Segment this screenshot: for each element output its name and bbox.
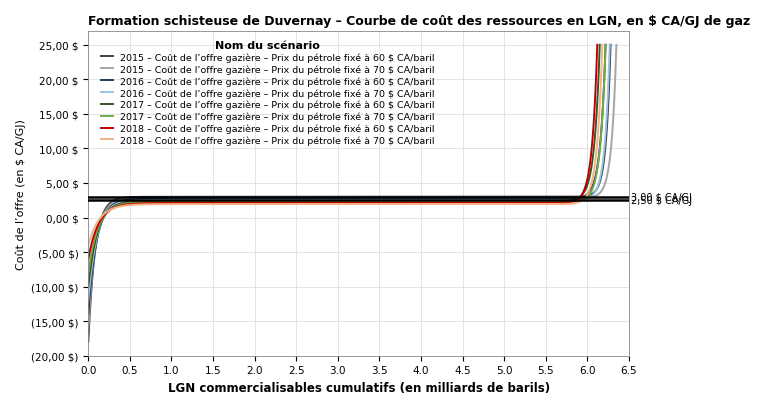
2017 – Coût de l’offre gazière – Prix du pétrole fixé à 70 $ CA/baril <box>110 205 119 210</box>
Line: 2017 – Coût de l’offre gazière – Prix du pétrole fixé à 70 $ CA/baril: 2017 – Coût de l’offre gazière – Prix du… <box>88 46 606 273</box>
2015 – Coût de l’offre gazière – Prix du pétrole fixé à 70 $ CA/baril <box>327 196 336 201</box>
2016 – Coût de l’offre gazière – Prix du pétrole fixé à 70 $ CA/baril <box>590 191 599 196</box>
2015 – Coût de l’offre gazière – Prix du pétrole fixé à 60 $ CA/baril <box>110 198 119 203</box>
2018 – Coût de l’offre gazière – Prix du pétrole fixé à 60 $ CA/baril <box>578 191 587 196</box>
2015 – Coût de l’offre gazière – Prix du pétrole fixé à 70 $ CA/baril <box>340 196 350 201</box>
2018 – Coût de l’offre gazière – Prix du pétrole fixé à 60 $ CA/baril <box>84 257 93 262</box>
2017 – Coût de l’offre gazière – Prix du pétrole fixé à 60 $ CA/baril <box>595 43 604 48</box>
2017 – Coût de l’offre gazière – Prix du pétrole fixé à 70 $ CA/baril <box>586 191 595 196</box>
2016 – Coût de l’offre gazière – Prix du pétrole fixé à 70 $ CA/baril <box>494 198 503 203</box>
2015 – Coût de l’offre gazière – Prix du pétrole fixé à 60 $ CA/baril <box>591 189 600 194</box>
Text: Formation schisteuse de Duvernay – Courbe de coût des ressources en LGN, en $ CA: Formation schisteuse de Duvernay – Courb… <box>88 15 751 28</box>
2015 – Coût de l’offre gazière – Prix du pétrole fixé à 60 $ CA/baril <box>84 339 93 344</box>
2016 – Coût de l’offre gazière – Prix du pétrole fixé à 60 $ CA/baril <box>335 197 344 202</box>
2015 – Coût de l’offre gazière – Prix du pétrole fixé à 60 $ CA/baril <box>591 189 600 194</box>
2018 – Coût de l’offre gazière – Prix du pétrole fixé à 70 $ CA/baril <box>320 202 329 207</box>
Line: 2016 – Coût de l’offre gazière – Prix du pétrole fixé à 70 $ CA/baril: 2016 – Coût de l’offre gazière – Prix du… <box>88 46 610 301</box>
2016 – Coût de l’offre gazière – Prix du pétrole fixé à 60 $ CA/baril <box>586 188 595 193</box>
Line: 2015 – Coût de l’offre gazière – Prix du pétrole fixé à 70 $ CA/baril: 2015 – Coût de l’offre gazière – Prix du… <box>88 46 616 328</box>
2015 – Coût de l’offre gazière – Prix du pétrole fixé à 60 $ CA/baril <box>324 195 333 200</box>
Legend: 2015 – Coût de l’offre gazière – Prix du pétrole fixé à 60 $ CA/baril, 2015 – Co: 2015 – Coût de l’offre gazière – Prix du… <box>98 38 438 148</box>
2017 – Coût de l’offre gazière – Prix du pétrole fixé à 70 $ CA/baril <box>84 271 93 276</box>
2016 – Coût de l’offre gazière – Prix du pétrole fixé à 60 $ CA/baril <box>586 189 595 193</box>
2016 – Coût de l’offre gazière – Prix du pétrole fixé à 70 $ CA/baril <box>84 298 93 303</box>
2018 – Coût de l’offre gazière – Prix du pétrole fixé à 70 $ CA/baril <box>583 193 592 198</box>
2016 – Coût de l’offre gazière – Prix du pétrole fixé à 60 $ CA/baril <box>84 312 93 317</box>
X-axis label: LGN commercialisables cumulatifs (en milliards de barils): LGN commercialisables cumulatifs (en mil… <box>167 381 549 394</box>
Line: 2018 – Coût de l’offre gazière – Prix du pétrole fixé à 70 $ CA/baril: 2018 – Coût de l’offre gazière – Prix du… <box>88 46 602 245</box>
2018 – Coût de l’offre gazière – Prix du pétrole fixé à 60 $ CA/baril <box>109 206 119 211</box>
Line: 2015 – Coût de l’offre gazière – Prix du pétrole fixé à 60 $ CA/baril: 2015 – Coût de l’offre gazière – Prix du… <box>88 46 610 342</box>
2018 – Coût de l’offre gazière – Prix du pétrole fixé à 70 $ CA/baril <box>489 202 498 207</box>
Text: 3,00 $ CA/GJ: 3,00 $ CA/GJ <box>631 192 692 202</box>
2017 – Coût de l’offre gazière – Prix du pétrole fixé à 70 $ CA/baril <box>321 200 331 205</box>
Y-axis label: Coût de l’offre (en $ CA/GJ): Coût de l’offre (en $ CA/GJ) <box>15 119 26 269</box>
2017 – Coût de l’offre gazière – Prix du pétrole fixé à 60 $ CA/baril <box>319 199 328 204</box>
2016 – Coût de l’offre gazière – Prix du pétrole fixé à 70 $ CA/baril <box>324 198 333 203</box>
2017 – Coût de l’offre gazière – Prix du pétrole fixé à 70 $ CA/baril <box>586 191 595 196</box>
2015 – Coût de l’offre gazière – Prix du pétrole fixé à 70 $ CA/baril <box>612 43 621 48</box>
2018 – Coût de l’offre gazière – Prix du pétrole fixé à 60 $ CA/baril <box>578 192 587 197</box>
2016 – Coût de l’offre gazière – Prix du pétrole fixé à 70 $ CA/baril <box>590 191 599 196</box>
2018 – Coût de l’offre gazière – Prix du pétrole fixé à 60 $ CA/baril <box>331 201 340 206</box>
2017 – Coût de l’offre gazière – Prix du pétrole fixé à 60 $ CA/baril <box>84 285 93 290</box>
2018 – Coût de l’offre gazière – Prix du pétrole fixé à 70 $ CA/baril <box>582 193 591 198</box>
2016 – Coût de l’offre gazière – Prix du pétrole fixé à 60 $ CA/baril <box>110 202 119 207</box>
2017 – Coût de l’offre gazière – Prix du pétrole fixé à 70 $ CA/baril <box>491 200 500 205</box>
2015 – Coût de l’offre gazière – Prix du pétrole fixé à 60 $ CA/baril <box>495 195 504 200</box>
2017 – Coût de l’offre gazière – Prix du pétrole fixé à 70 $ CA/baril <box>601 43 610 48</box>
2016 – Coût de l’offre gazière – Prix du pétrole fixé à 70 $ CA/baril <box>110 203 119 208</box>
2017 – Coût de l’offre gazière – Prix du pétrole fixé à 60 $ CA/baril <box>332 199 341 204</box>
Line: 2016 – Coût de l’offre gazière – Prix du pétrole fixé à 60 $ CA/baril: 2016 – Coût de l’offre gazière – Prix du… <box>88 46 606 315</box>
2015 – Coût de l’offre gazière – Prix du pétrole fixé à 60 $ CA/baril <box>337 195 347 200</box>
2017 – Coût de l’offre gazière – Prix du pétrole fixé à 60 $ CA/baril <box>486 199 496 204</box>
2015 – Coût de l’offre gazière – Prix du pétrole fixé à 70 $ CA/baril <box>84 326 93 331</box>
2015 – Coût de l’offre gazière – Prix du pétrole fixé à 70 $ CA/baril <box>111 200 120 204</box>
2018 – Coût de l’offre gazière – Prix du pétrole fixé à 60 $ CA/baril <box>484 201 493 206</box>
2017 – Coût de l’offre gazière – Prix du pétrole fixé à 60 $ CA/baril <box>581 189 590 194</box>
2018 – Coût de l’offre gazière – Prix du pétrole fixé à 70 $ CA/baril <box>334 202 343 207</box>
Line: 2018 – Coût de l’offre gazière – Prix du pétrole fixé à 60 $ CA/baril: 2018 – Coût de l’offre gazière – Prix du… <box>88 46 597 259</box>
2018 – Coût de l’offre gazière – Prix du pétrole fixé à 60 $ CA/baril <box>318 201 327 206</box>
2018 – Coût de l’offre gazière – Prix du pétrole fixé à 60 $ CA/baril <box>593 43 602 48</box>
2016 – Coût de l’offre gazière – Prix du pétrole fixé à 60 $ CA/baril <box>601 43 610 48</box>
2015 – Coût de l’offre gazière – Prix du pétrole fixé à 70 $ CA/baril <box>597 190 606 195</box>
2015 – Coût de l’offre gazière – Prix du pétrole fixé à 60 $ CA/baril <box>606 43 615 48</box>
Text: 2,50 $ CA/GJ: 2,50 $ CA/GJ <box>631 196 692 206</box>
2015 – Coût de l’offre gazière – Prix du pétrole fixé à 70 $ CA/baril <box>597 190 606 195</box>
2018 – Coût de l’offre gazière – Prix du pétrole fixé à 70 $ CA/baril <box>84 243 93 248</box>
2016 – Coût de l’offre gazière – Prix du pétrole fixé à 60 $ CA/baril <box>491 197 500 202</box>
2016 – Coût de l’offre gazière – Prix du pétrole fixé à 70 $ CA/baril <box>605 43 614 48</box>
2018 – Coût de l’offre gazière – Prix du pétrole fixé à 70 $ CA/baril <box>597 43 606 48</box>
2017 – Coût de l’offre gazière – Prix du pétrole fixé à 60 $ CA/baril <box>109 204 119 209</box>
2018 – Coût de l’offre gazière – Prix du pétrole fixé à 70 $ CA/baril <box>110 206 119 211</box>
2016 – Coût de l’offre gazière – Prix du pétrole fixé à 70 $ CA/baril <box>337 198 347 203</box>
2016 – Coût de l’offre gazière – Prix du pétrole fixé à 60 $ CA/baril <box>321 197 331 202</box>
2015 – Coût de l’offre gazière – Prix du pétrole fixé à 70 $ CA/baril <box>499 196 508 201</box>
2017 – Coût de l’offre gazière – Prix du pétrole fixé à 60 $ CA/baril <box>580 189 589 194</box>
2017 – Coût de l’offre gazière – Prix du pétrole fixé à 70 $ CA/baril <box>335 200 344 205</box>
Line: 2017 – Coût de l’offre gazière – Prix du pétrole fixé à 60 $ CA/baril: 2017 – Coût de l’offre gazière – Prix du… <box>88 46 600 287</box>
